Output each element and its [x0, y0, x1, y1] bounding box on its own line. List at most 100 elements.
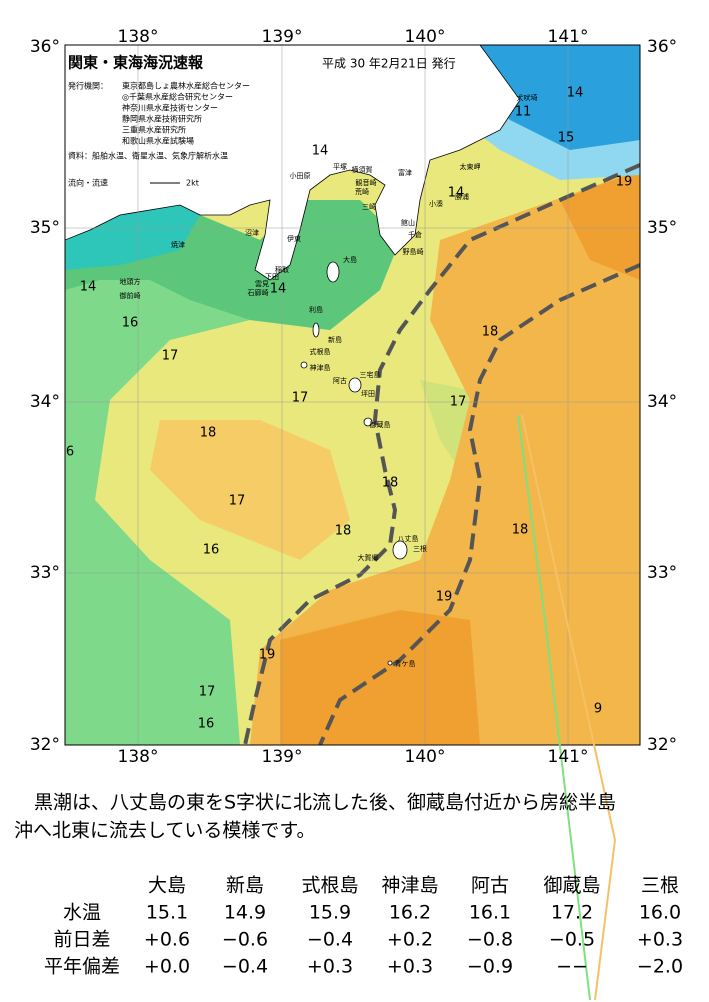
place-name: 犬吠埼: [517, 93, 538, 102]
isotherm-label: 18: [382, 476, 399, 491]
table-cell: 15.9: [309, 902, 351, 924]
isotherm-label: 17: [199, 685, 216, 700]
table-cell: +0.3: [387, 956, 433, 978]
lat-label: 33°: [647, 563, 677, 583]
isotherm-label: 14: [448, 186, 465, 201]
lon-label: 140°: [405, 27, 446, 47]
lat-label: 36°: [30, 37, 60, 57]
place-name: 小田原: [290, 171, 311, 180]
map-background: [65, 45, 640, 745]
isotherm-label: 16: [203, 543, 220, 558]
sources: 資料：船舶水温、衛星水温、気象庁解析水温: [68, 151, 228, 161]
isotherm-label: 14: [270, 282, 287, 297]
place-name: 稲取: [275, 265, 289, 274]
table-cell: −2.0: [637, 956, 683, 978]
table-cell: 15.1: [146, 902, 188, 924]
place-name: 御前崎: [120, 291, 141, 300]
place-name: 式根島: [310, 347, 331, 356]
lat-label: 34°: [30, 392, 60, 412]
lon-label: 141°: [548, 747, 589, 767]
issuer: 三重県水産研究所: [122, 125, 186, 135]
place-name: 勝浦: [455, 192, 469, 201]
table-header: 三根: [641, 875, 679, 897]
isotherm-label: 19: [436, 590, 453, 605]
place-name: 焼津: [171, 240, 185, 249]
table-cell: −0.9: [467, 956, 513, 978]
place-name: 雲見: [255, 280, 269, 288]
place-name: 館山: [401, 218, 415, 227]
place-name: 千倉: [408, 230, 422, 239]
place-name: 横須賀: [352, 165, 373, 174]
table-cell: 16.1: [469, 902, 511, 924]
lat-label: 36°: [647, 37, 677, 57]
issue-date: 平成 30 年2月21日 発行: [322, 57, 456, 71]
table-cell: −0.4: [222, 956, 268, 978]
issuer: 東京都島しょ農林水産総合センター: [122, 81, 250, 91]
isotherm-label: 17: [292, 391, 309, 406]
table-cell: −0.6: [222, 929, 268, 951]
lon-label: 139°: [262, 747, 303, 767]
place-name: 新島: [328, 335, 342, 344]
lon-label: 140°: [405, 747, 446, 767]
place-name: 石廊崎: [248, 288, 269, 297]
place-name: 青ケ島: [395, 659, 416, 668]
place-name: 野島崎: [403, 247, 424, 256]
place-name: 大島: [343, 255, 357, 264]
place-name: 御蔵島: [370, 420, 391, 429]
lon-label: 141°: [548, 27, 589, 47]
isotherm-label: 14: [312, 144, 329, 159]
place-name: 小湊: [429, 199, 443, 208]
lat-label: 32°: [647, 735, 677, 755]
place-name: 荒崎: [355, 187, 369, 196]
lon-label: 139°: [262, 27, 303, 47]
summary-line: 沖へ北東に流去している模様です。: [14, 820, 316, 842]
table-header: 阿古: [471, 875, 509, 897]
issuer: 和歌山県水産試験場: [122, 136, 194, 146]
isotherm-label: 19: [259, 648, 276, 663]
place-name: 三宅島: [360, 370, 381, 379]
isotherm-label: 9: [594, 702, 602, 717]
isotherm-label: 15: [558, 131, 575, 146]
isotherm-label: 16: [122, 316, 139, 331]
lon-label: 138°: [118, 747, 159, 767]
table-cell: 16.0: [639, 902, 681, 924]
isotherm-label: 18: [512, 523, 529, 538]
row-label: 水温: [63, 902, 101, 924]
table-header: 御蔵島: [543, 875, 600, 897]
summary-line: 黒潮は、八丈島の東をS字状に北流した後、御蔵島付近から房総半島: [34, 792, 616, 814]
isotherm-label: 18: [335, 524, 352, 539]
place-name: 平塚: [333, 162, 347, 171]
table-cell: +0.3: [307, 956, 353, 978]
table-cell: 14.9: [224, 902, 266, 924]
lat-label: 32°: [30, 735, 60, 755]
isotherm-label: 17: [162, 349, 179, 364]
place-name: 坪田: [361, 390, 375, 398]
place-name: 三崎: [362, 202, 376, 211]
isotherm-label: 14: [80, 280, 97, 295]
table-cell: −0.5: [549, 929, 595, 951]
place-name: 下田: [265, 273, 279, 281]
place-name: 利島: [309, 305, 323, 314]
isotherm-label: 14: [567, 86, 584, 101]
isotherm-label: 18: [200, 426, 217, 441]
table-header: 新島: [226, 875, 264, 897]
place-name: 富津: [398, 168, 412, 177]
place-name: 伊東: [287, 234, 301, 243]
place-name: 沼津: [245, 228, 259, 237]
table-cell: 17.2: [551, 902, 593, 924]
table-cell: −0.8: [467, 929, 513, 951]
place-name: 八丈島: [398, 534, 419, 543]
row-label: 前日差: [53, 929, 110, 951]
isotherm-label: 17: [229, 494, 246, 509]
table-cell: −0.4: [307, 929, 353, 951]
place-name: 地頭方: [120, 277, 141, 286]
lat-label: 35°: [30, 218, 60, 238]
table-header: 神津島: [381, 875, 438, 897]
issuer: 静岡県水産技術研究所: [122, 114, 202, 124]
flow-legend: 流向・流速: [68, 178, 108, 188]
row-label: 平年偏差: [44, 956, 120, 978]
issuer-label: 発行機関：: [68, 81, 108, 91]
place-name: 三根: [413, 544, 427, 553]
table-header: 大島: [148, 875, 186, 897]
lat-label: 35°: [647, 218, 677, 238]
